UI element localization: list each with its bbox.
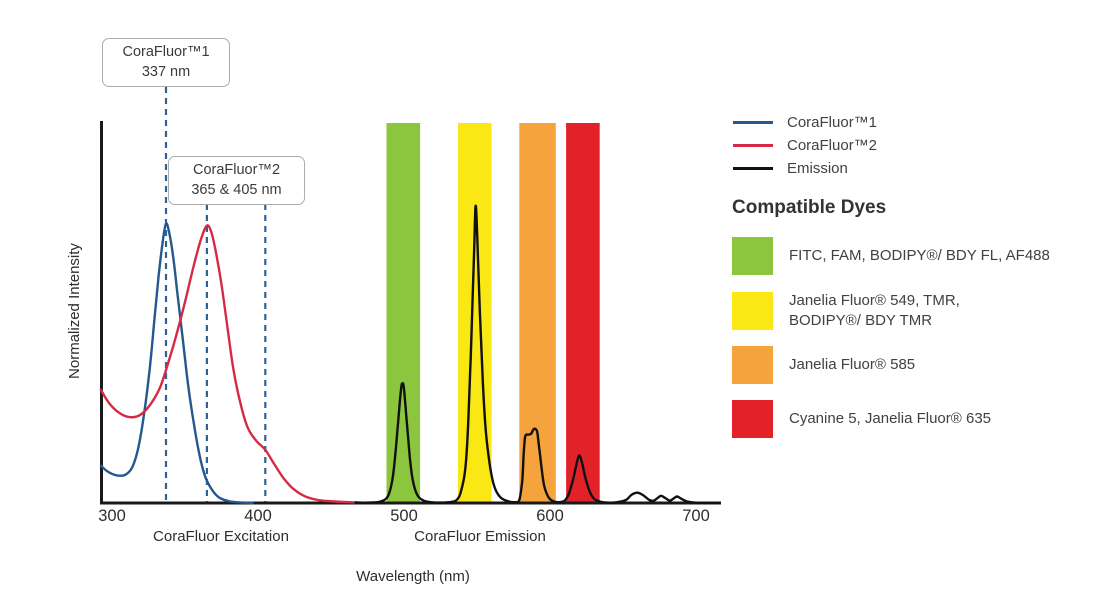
dye-label-line: FITC, FAM, BODIPY®/ BDY FL, AF488: [789, 247, 1050, 265]
yellow-band-swatch: [732, 291, 773, 330]
compatible-dyes-heading: Compatible Dyes: [732, 197, 887, 218]
dye-label-line: Cyanine 5, Janelia Fluor® 635: [789, 410, 992, 428]
dye-row-red: Cyanine 5, Janelia Fluor® 635: [732, 400, 1050, 438]
dye-label-line: Janelia Fluor® 549, TMR,: [789, 292, 960, 309]
x-tick-400: 400: [244, 507, 272, 525]
emission-section-label: CoraFluor Emission: [414, 528, 546, 545]
compatible-dyes-list: FITC, FAM, BODIPY®/ BDY FL, AF488 Janeli…: [732, 237, 1050, 438]
dye-label: FITC, FAM, BODIPY®/ BDY FL, AF488: [789, 246, 1050, 266]
legend-item-corafluor2: CoraFluor™2: [733, 134, 877, 157]
legend-label: CoraFluor™2: [787, 137, 878, 154]
callout-title: CoraFluor™1: [122, 44, 210, 60]
red-band-swatch: [732, 400, 773, 438]
corafluor2-line-swatch: [733, 144, 773, 147]
legend-item-corafluor1: CoraFluor™1: [733, 111, 877, 134]
dye-row-orange: Janelia Fluor® 585: [732, 346, 1050, 384]
emission-curve: [354, 204, 720, 505]
x-axis-title: Wavelength (nm): [356, 568, 470, 585]
callout-wavelength: 337 nm: [141, 63, 191, 80]
excitation-section-label: CoraFluor Excitation: [153, 528, 289, 545]
y-axis-label: Normalized Intensity: [66, 243, 83, 379]
legend-item-emission: Emission: [733, 157, 877, 180]
legend-label: Emission: [787, 160, 848, 177]
callout-corafluor2-365-405nm: CoraFluor™2 365 & 405 nm: [168, 156, 305, 206]
dye-label-line: BODIPY®/ BDY TMR: [789, 311, 933, 329]
dye-label: Janelia Fluor® 549, TMR, BODIPY®/ BDY TM…: [789, 291, 960, 330]
line-legend: CoraFluor™1 CoraFluor™2 Emission: [733, 111, 877, 180]
callout-wavelength: 365 & 405 nm: [191, 181, 282, 198]
x-tick-500: 500: [390, 507, 418, 525]
legend-label: CoraFluor™1: [787, 114, 878, 131]
dye-row-green: FITC, FAM, BODIPY®/ BDY FL, AF488: [732, 237, 1050, 275]
green-band-swatch: [732, 237, 773, 275]
orange-band-swatch: [732, 346, 773, 384]
x-tick-300: 300: [98, 507, 126, 525]
emission-line-swatch: [733, 167, 773, 170]
dye-label-line: Janelia Fluor® 585: [789, 356, 916, 374]
emission-band-green: [386, 123, 421, 503]
x-tick-600: 600: [536, 507, 564, 525]
dye-label: Cyanine 5, Janelia Fluor® 635: [789, 409, 991, 429]
callout-corafluor1-337nm: CoraFluor™1 337 nm: [102, 38, 230, 88]
dye-label: Janelia Fluor® 585: [789, 355, 915, 375]
dye-row-yellow: Janelia Fluor® 549, TMR, BODIPY®/ BDY TM…: [732, 291, 1050, 330]
corafluor1-line-swatch: [733, 121, 773, 124]
emission-band-red: [566, 123, 600, 503]
callout-title: CoraFluor™2: [192, 162, 281, 178]
corafluor2-excitation-curve: [99, 224, 361, 504]
x-tick-700: 700: [682, 507, 710, 525]
corafluor1-excitation-curve: [99, 222, 254, 505]
